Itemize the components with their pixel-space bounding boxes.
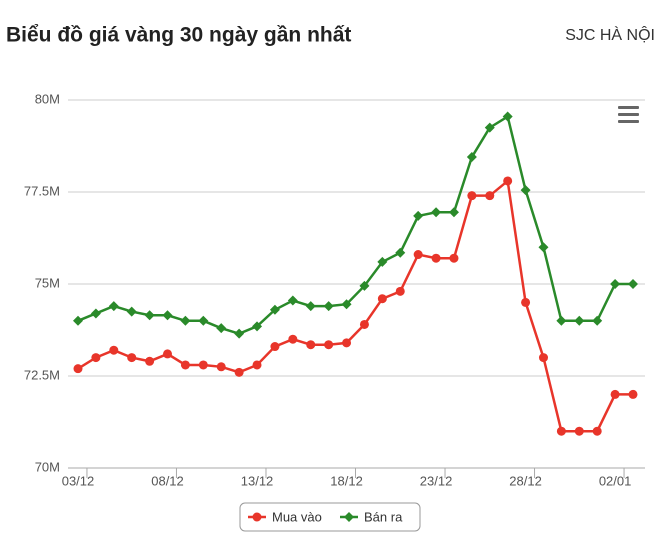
point [234, 367, 244, 377]
point [91, 353, 101, 363]
point [484, 122, 495, 133]
point [270, 342, 280, 352]
point [306, 340, 316, 350]
point [359, 319, 369, 329]
series-line [77, 178, 633, 433]
y-tick-label: 75M [35, 275, 60, 290]
point [413, 250, 423, 260]
menu-icon[interactable] [618, 106, 639, 123]
point [144, 310, 155, 321]
series-line [77, 114, 633, 336]
point [413, 210, 424, 221]
y-tick-label: 72.5M [24, 367, 60, 382]
point [342, 338, 352, 348]
point [108, 301, 119, 312]
point [180, 360, 190, 370]
point [395, 247, 406, 258]
point [341, 299, 352, 310]
point [163, 349, 173, 359]
point [269, 304, 280, 315]
legend-marker [344, 512, 354, 522]
x-tick-label: 03/12 [62, 473, 95, 488]
point [180, 315, 191, 326]
point [395, 286, 405, 296]
point [126, 306, 137, 317]
point [216, 323, 227, 334]
point [466, 152, 477, 163]
point [145, 356, 155, 366]
point [431, 253, 441, 263]
x-tick-label: 13/12 [241, 473, 274, 488]
point [503, 176, 513, 186]
legend-box [239, 502, 421, 532]
point [73, 364, 83, 374]
legend-label: Bán ra [364, 509, 403, 524]
point [198, 315, 209, 326]
point [521, 297, 531, 307]
chart-title: Biểu đồ giá vàng 30 ngày gần nhất [6, 24, 351, 47]
point [234, 328, 245, 339]
legend-label: Mua vào [272, 509, 322, 524]
point [288, 334, 298, 344]
point [377, 256, 388, 267]
point [610, 389, 620, 399]
legend-marker [252, 512, 262, 522]
point [252, 321, 263, 332]
y-tick-label: 70M [35, 459, 60, 474]
point [252, 360, 262, 370]
point [127, 353, 137, 363]
y-tick-label: 77.5M [24, 183, 60, 198]
y-tick-label: 80M [35, 91, 60, 106]
point [449, 253, 459, 263]
x-tick-label: 08/12 [151, 473, 184, 488]
point [628, 279, 638, 289]
point [467, 191, 477, 201]
point [377, 294, 387, 304]
point [448, 207, 459, 218]
x-tick-label: 23/12 [420, 473, 453, 488]
point [520, 185, 531, 196]
point [574, 315, 585, 326]
location: SJC HÀ NỘI [565, 25, 655, 44]
x-tick-label: 28/12 [509, 473, 542, 488]
point [305, 301, 316, 312]
point [556, 426, 566, 436]
point [359, 280, 370, 291]
point [323, 301, 334, 312]
point [592, 426, 602, 436]
point [592, 315, 603, 326]
point [431, 207, 442, 218]
point [324, 340, 334, 350]
point [162, 310, 173, 321]
point [610, 279, 621, 289]
point [287, 295, 298, 306]
x-tick-label: 02/01 [599, 473, 632, 488]
point [556, 315, 567, 326]
point [198, 360, 208, 370]
point [109, 345, 119, 355]
point [73, 315, 83, 326]
point [574, 426, 584, 436]
x-tick-label: 18/12 [330, 473, 363, 488]
point [538, 353, 548, 363]
point [485, 191, 495, 201]
point [628, 389, 638, 399]
point [502, 111, 513, 122]
point [216, 362, 226, 372]
point [538, 242, 549, 253]
point [90, 308, 101, 319]
